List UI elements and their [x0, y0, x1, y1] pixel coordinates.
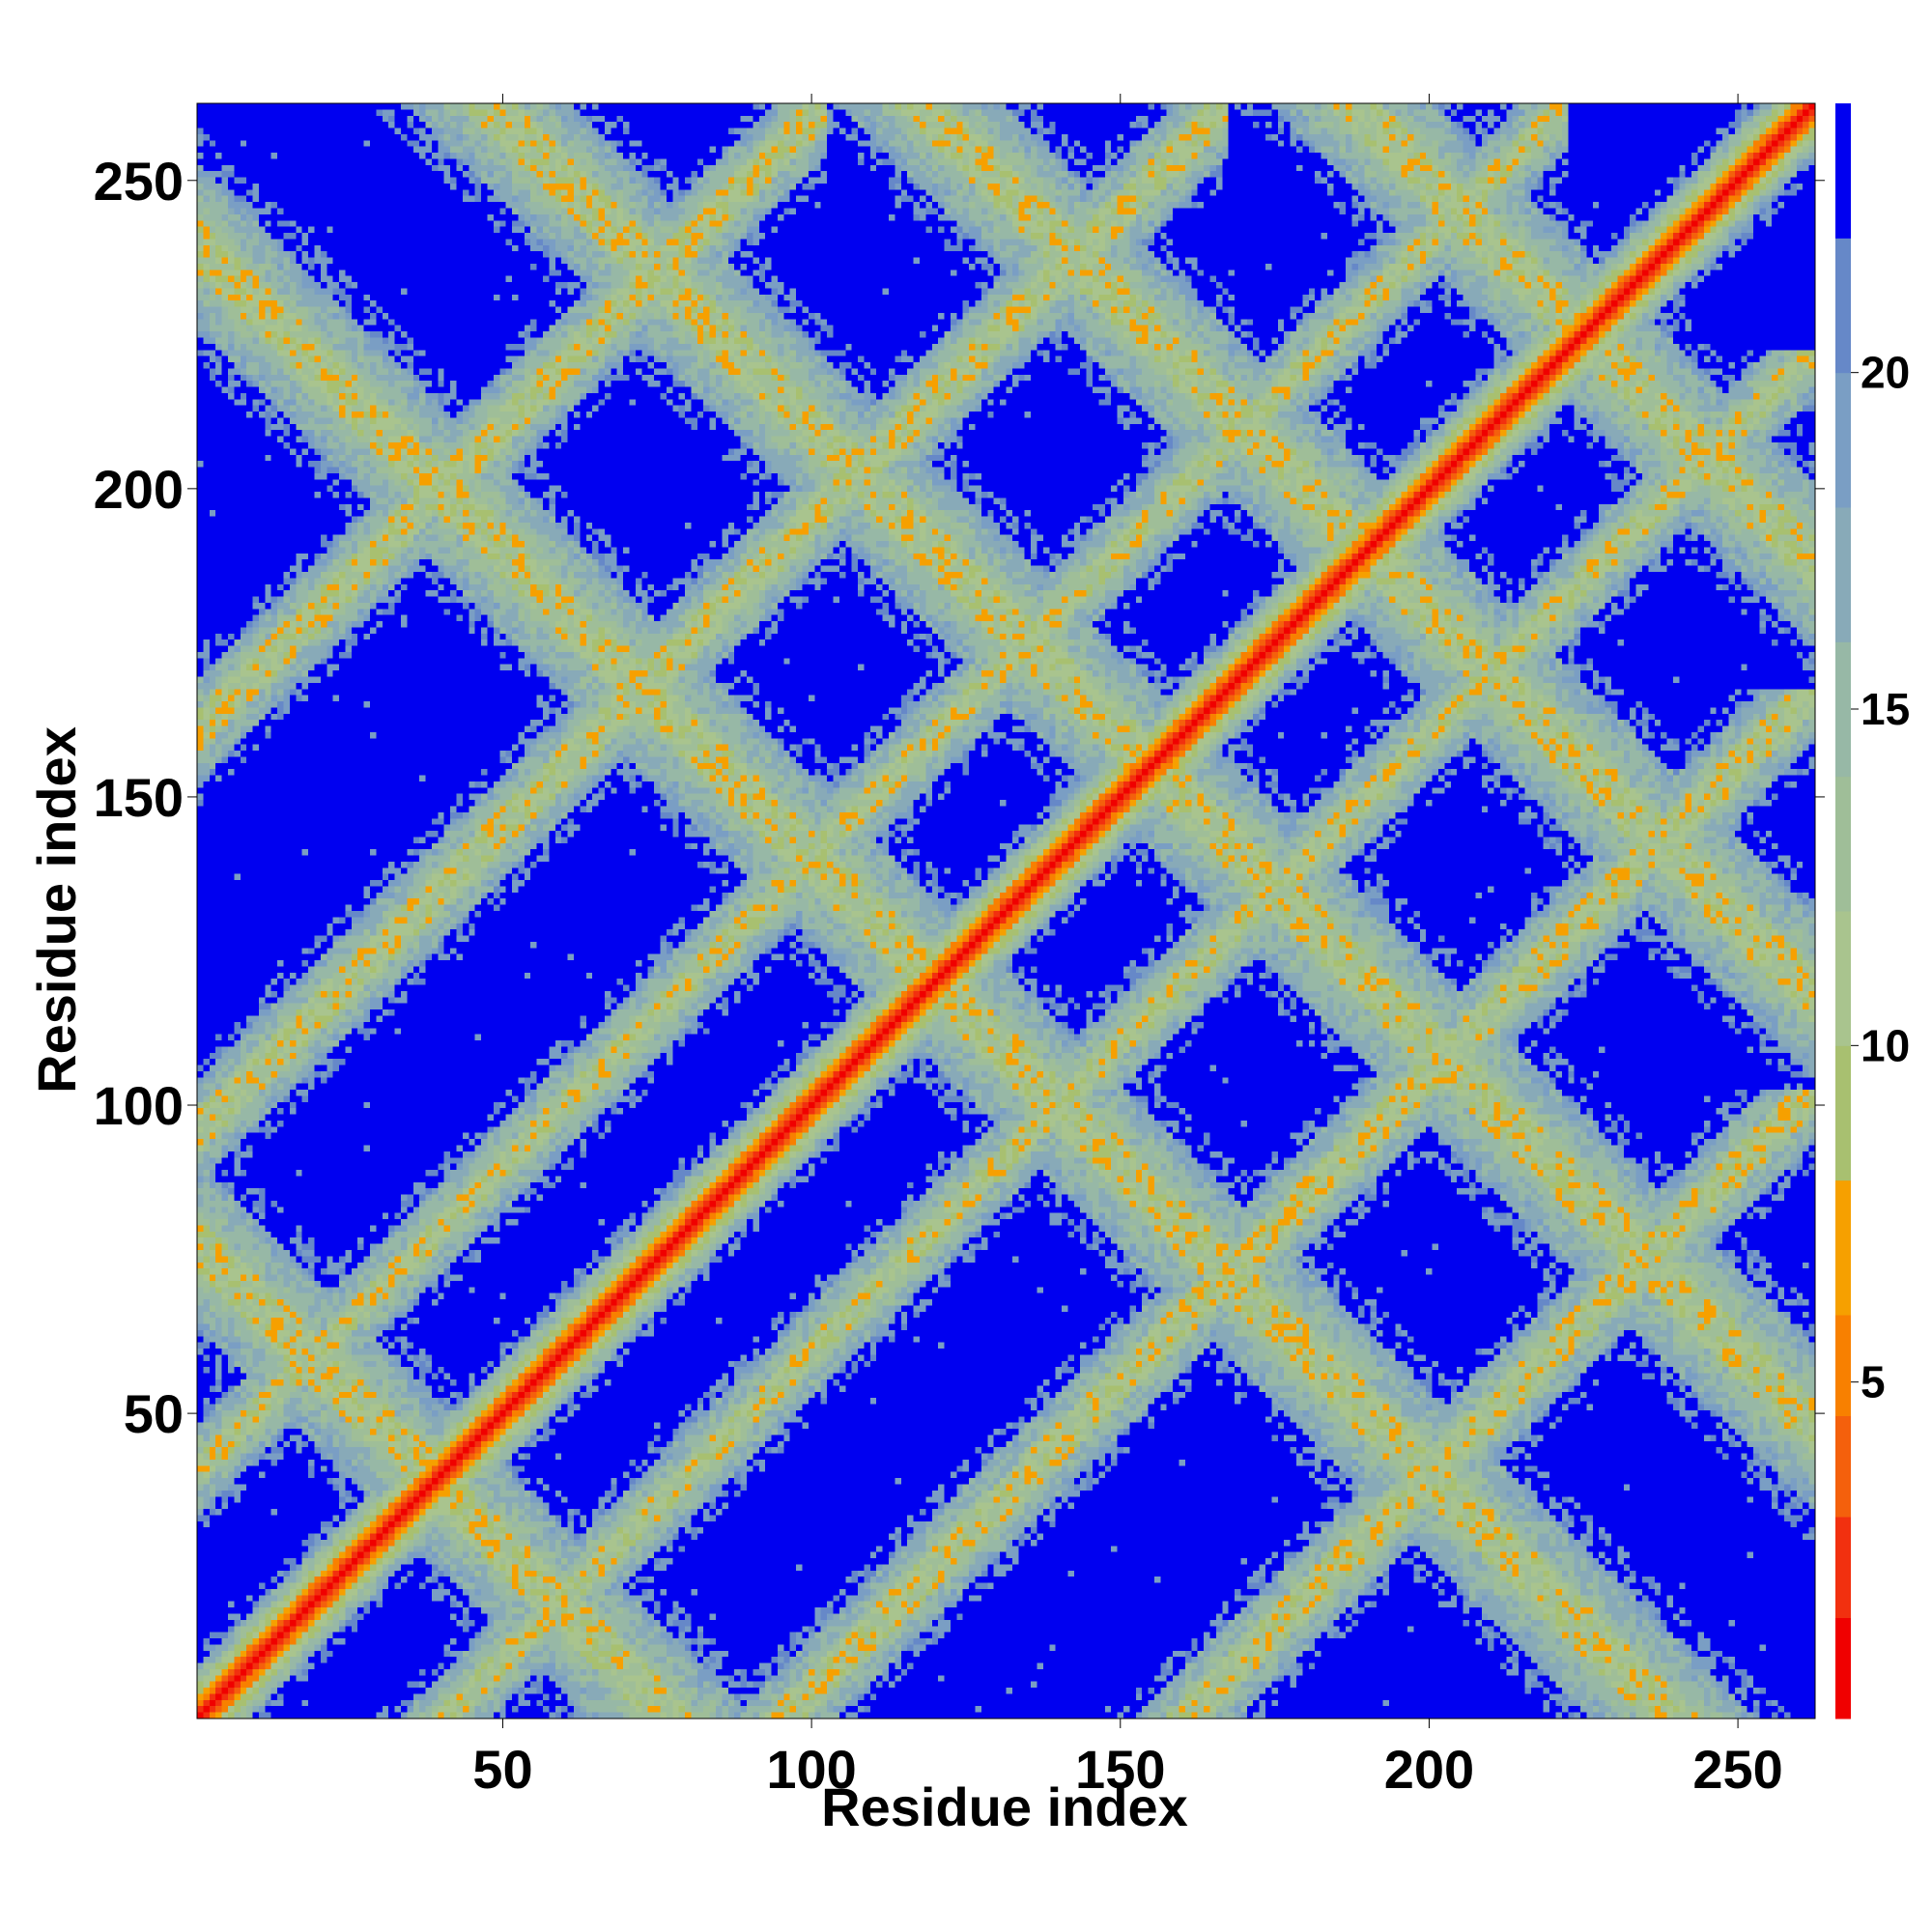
x-tick-label: 250 — [1692, 1739, 1782, 1800]
y-tick-label: 250 — [94, 151, 184, 212]
heatmap — [197, 103, 1815, 1719]
colorbar-segment — [1835, 1415, 1851, 1518]
y-axis-label: Residue index — [26, 726, 87, 1094]
x-tick-label: 50 — [472, 1739, 532, 1800]
y-tick-label: 200 — [94, 459, 184, 520]
x-tick-label: 100 — [766, 1739, 856, 1800]
colorbar-segment — [1835, 1617, 1851, 1719]
colorbar-segment — [1835, 238, 1851, 374]
y-tick-label: 150 — [94, 767, 184, 828]
colorbar-tick-label: 20 — [1861, 348, 1910, 398]
colorbar-segment — [1835, 103, 1851, 239]
x-axis-label: Residue index — [821, 1776, 1188, 1837]
colorbar-tick-label: 15 — [1861, 684, 1910, 734]
x-tick-label: 150 — [1075, 1739, 1165, 1800]
colorbar-segment — [1835, 1045, 1851, 1181]
heatmap-image — [197, 103, 1815, 1719]
y-tick-label: 50 — [124, 1383, 184, 1444]
x-axis-ticks: 50 100 150 200 250 — [472, 94, 1783, 1800]
colorbar-tick-label: 5 — [1861, 1357, 1886, 1407]
colorbar-segment — [1835, 372, 1851, 508]
colorbar-ticks: 5 10 15 20 — [1851, 348, 1910, 1407]
x-tick-label: 200 — [1384, 1739, 1474, 1800]
colorbar-segment — [1835, 911, 1851, 1046]
y-axis-ticks: 50 100 150 200 250 — [94, 151, 1825, 1444]
colorbar — [1835, 103, 1851, 1719]
colorbar-tick-label: 10 — [1861, 1020, 1910, 1070]
colorbar-segment — [1835, 641, 1851, 778]
colorbar-segment — [1835, 1179, 1851, 1316]
plot-frame — [196, 102, 1816, 1719]
colorbar-segment — [1835, 1315, 1851, 1416]
y-tick-label: 100 — [94, 1075, 184, 1136]
colorbar-segment — [1835, 507, 1851, 642]
colorbar-segment — [1835, 776, 1851, 912]
colorbar-segment — [1835, 1517, 1851, 1618]
